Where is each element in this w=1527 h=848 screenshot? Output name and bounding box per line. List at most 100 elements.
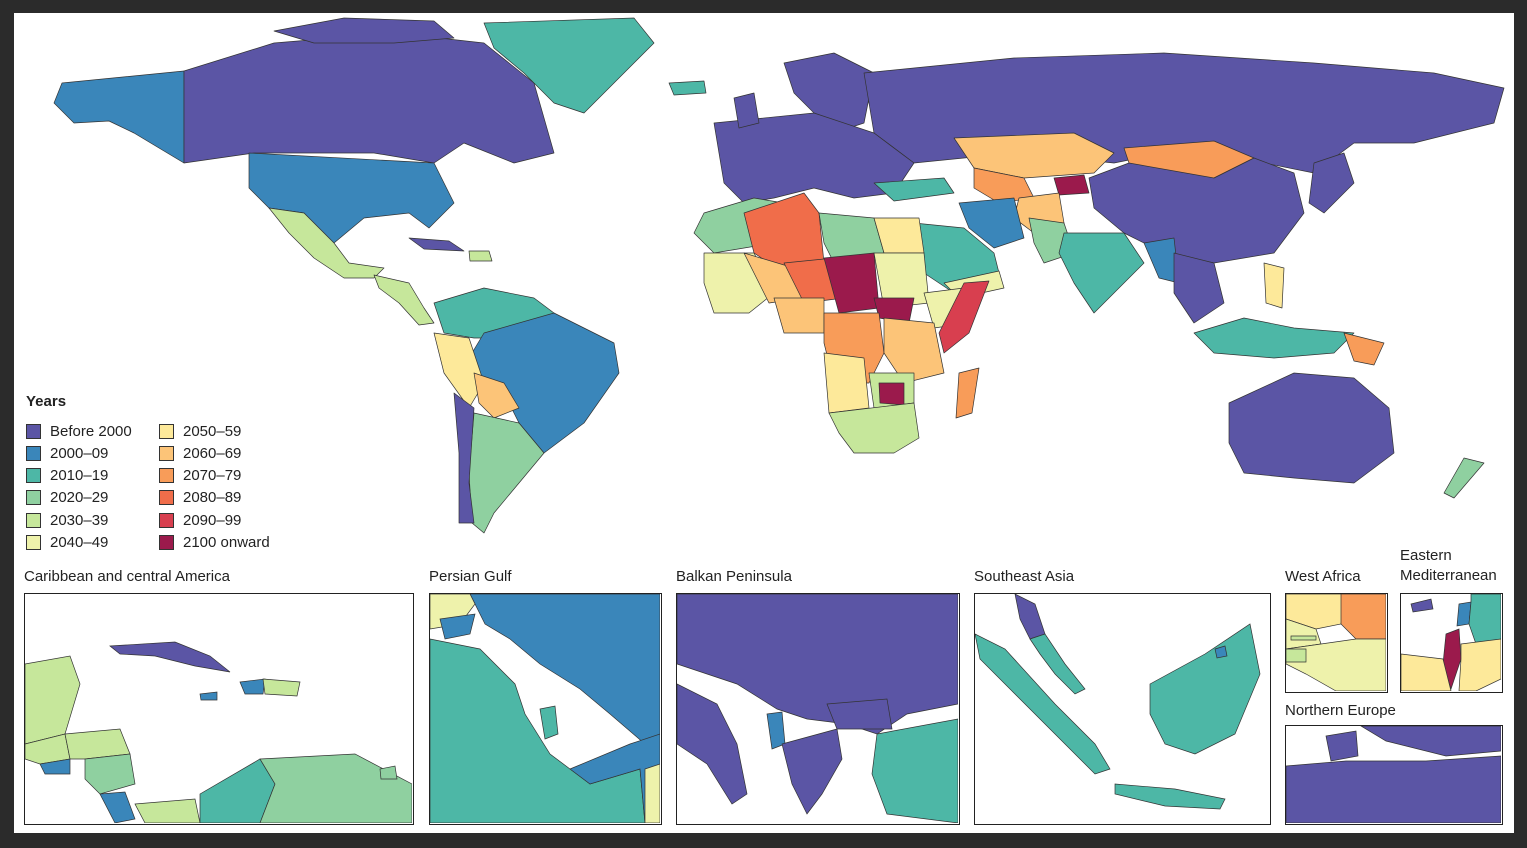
inset-caribbean-dominican — [262, 678, 301, 697]
legend-swatch — [26, 512, 41, 528]
inset-gulf-qatar — [539, 705, 559, 740]
legend-label: Before 2000 — [50, 422, 132, 440]
inset-em-cyprus — [1410, 598, 1434, 613]
region-peru — [433, 332, 485, 409]
inset-caribbean-nicaragua — [84, 753, 136, 795]
inset-ne-denmark — [1325, 730, 1359, 762]
region-australia — [1228, 372, 1395, 484]
region-alaska — [53, 70, 185, 164]
legend-swatch — [159, 535, 174, 550]
region-canada-islands — [273, 17, 455, 44]
inset-balkan — [676, 593, 960, 825]
region-se-asia-mainland — [1173, 252, 1225, 324]
inset-sea-java — [1114, 783, 1226, 810]
inset-caribbean-trinidad — [379, 765, 398, 780]
inset-title-southeast-asia: Southeast Asia — [974, 568, 1075, 585]
region-europe — [713, 112, 915, 204]
inset-title-northern-europe: Northern Europe — [1285, 702, 1396, 719]
inset-wa-mali — [1340, 594, 1386, 640]
region-chad — [823, 252, 880, 314]
inset-wa-gambia — [1290, 635, 1317, 641]
inset-gulf-oman — [644, 763, 660, 823]
inset-em-israel — [1442, 628, 1462, 691]
inset-wa-guinea-bissau — [1286, 648, 1307, 663]
legend-item: 2040–49 — [26, 533, 108, 553]
inset-ne-scandinavia — [1360, 726, 1501, 757]
inset-caribbean-honduras — [64, 728, 131, 760]
legend-item: 2060–69 — [159, 443, 241, 463]
legend-label: 2020–29 — [50, 489, 109, 507]
inset-gulf-uae — [569, 733, 660, 823]
region-madagascar — [955, 367, 980, 419]
inset-sea-sumatra — [975, 633, 1111, 775]
region-canada — [183, 32, 555, 164]
inset-caribbean — [24, 593, 414, 825]
region-tajikistan — [1053, 174, 1090, 196]
inset-caribbean-haiti — [239, 678, 266, 695]
legend-item: 2050–59 — [159, 421, 241, 441]
region-bolivia — [473, 372, 520, 419]
inset-balkan-greece — [781, 728, 843, 815]
region-hispaniola — [468, 250, 493, 262]
region-east-africa — [883, 317, 945, 384]
inset-caribbean-jamaica — [199, 691, 218, 701]
inset-caribbean-mexico — [25, 655, 81, 745]
inset-caribbean-el-salvador — [39, 758, 71, 775]
legend: Years Before 2000 2000–09 2010–19 2020–29 20… — [26, 393, 306, 563]
region-central-america — [373, 274, 435, 326]
inset-gulf-kuwait — [439, 613, 476, 640]
inset-title-persian-gulf: Persian Gulf — [429, 568, 512, 585]
legend-label: 2080–89 — [183, 489, 242, 507]
inset-sea-thailand — [1014, 594, 1046, 640]
inset-wa-mauritania — [1286, 594, 1347, 630]
legend-swatch — [159, 423, 174, 439]
inset-balkan-italy — [677, 683, 748, 805]
inset-eastern-med — [1400, 593, 1503, 693]
region-japan — [1308, 152, 1355, 214]
region-chile — [453, 392, 475, 524]
region-uzbekistan — [973, 167, 1035, 204]
region-iceland — [668, 80, 707, 96]
inset-title-west-africa: West Africa — [1285, 568, 1361, 585]
inset-west-africa — [1285, 593, 1388, 693]
region-somalia — [938, 280, 990, 354]
legend-label: 2070–79 — [183, 467, 242, 485]
region-nigeria — [773, 297, 825, 334]
legend-label: 2000–09 — [50, 444, 109, 462]
inset-balkan-bulgaria — [826, 698, 893, 730]
region-new-zealand — [1443, 457, 1485, 499]
inset-persian-gulf — [429, 593, 662, 825]
legend-label: 2100 onward — [183, 534, 270, 551]
inset-title-caribbean: Caribbean and central America — [24, 568, 230, 585]
region-mexico — [268, 207, 385, 279]
region-cuba — [408, 237, 465, 252]
legend-label: 2090–99 — [183, 511, 242, 529]
legend-swatch — [26, 490, 41, 506]
inset-ne-mainland — [1286, 755, 1501, 823]
inset-caribbean-cuba — [109, 641, 231, 673]
inset-caribbean-venezuela — [259, 753, 412, 823]
legend-swatch — [159, 490, 174, 506]
legend-item: 2020–29 — [26, 488, 108, 508]
inset-title-eastern-med: Eastern Mediterranean — [1400, 547, 1497, 584]
region-usa — [248, 152, 455, 244]
legend-title: Years — [26, 393, 67, 410]
inset-em-jordan — [1458, 638, 1501, 691]
inset-wa-guinea — [1286, 638, 1386, 691]
inset-sea-borneo — [1149, 623, 1261, 755]
inset-northern-europe — [1285, 725, 1503, 825]
legend-item: 2010–19 — [26, 466, 108, 486]
region-angola — [823, 352, 870, 414]
inset-southeast-asia — [974, 593, 1271, 825]
region-turkey — [873, 177, 955, 202]
region-india — [1058, 232, 1145, 314]
legend-label: 2030–39 — [50, 511, 109, 529]
inset-title-balkan: Balkan Peninsula — [676, 568, 792, 585]
inset-balkan-turkey — [871, 718, 958, 823]
region-zimbabwe — [878, 382, 905, 406]
region-china — [1088, 157, 1305, 264]
legend-item: 2000–09 — [26, 443, 108, 463]
region-philippines — [1263, 262, 1285, 309]
inset-sea-malay-peninsula — [1029, 633, 1086, 695]
inset-em-syria — [1468, 594, 1501, 645]
